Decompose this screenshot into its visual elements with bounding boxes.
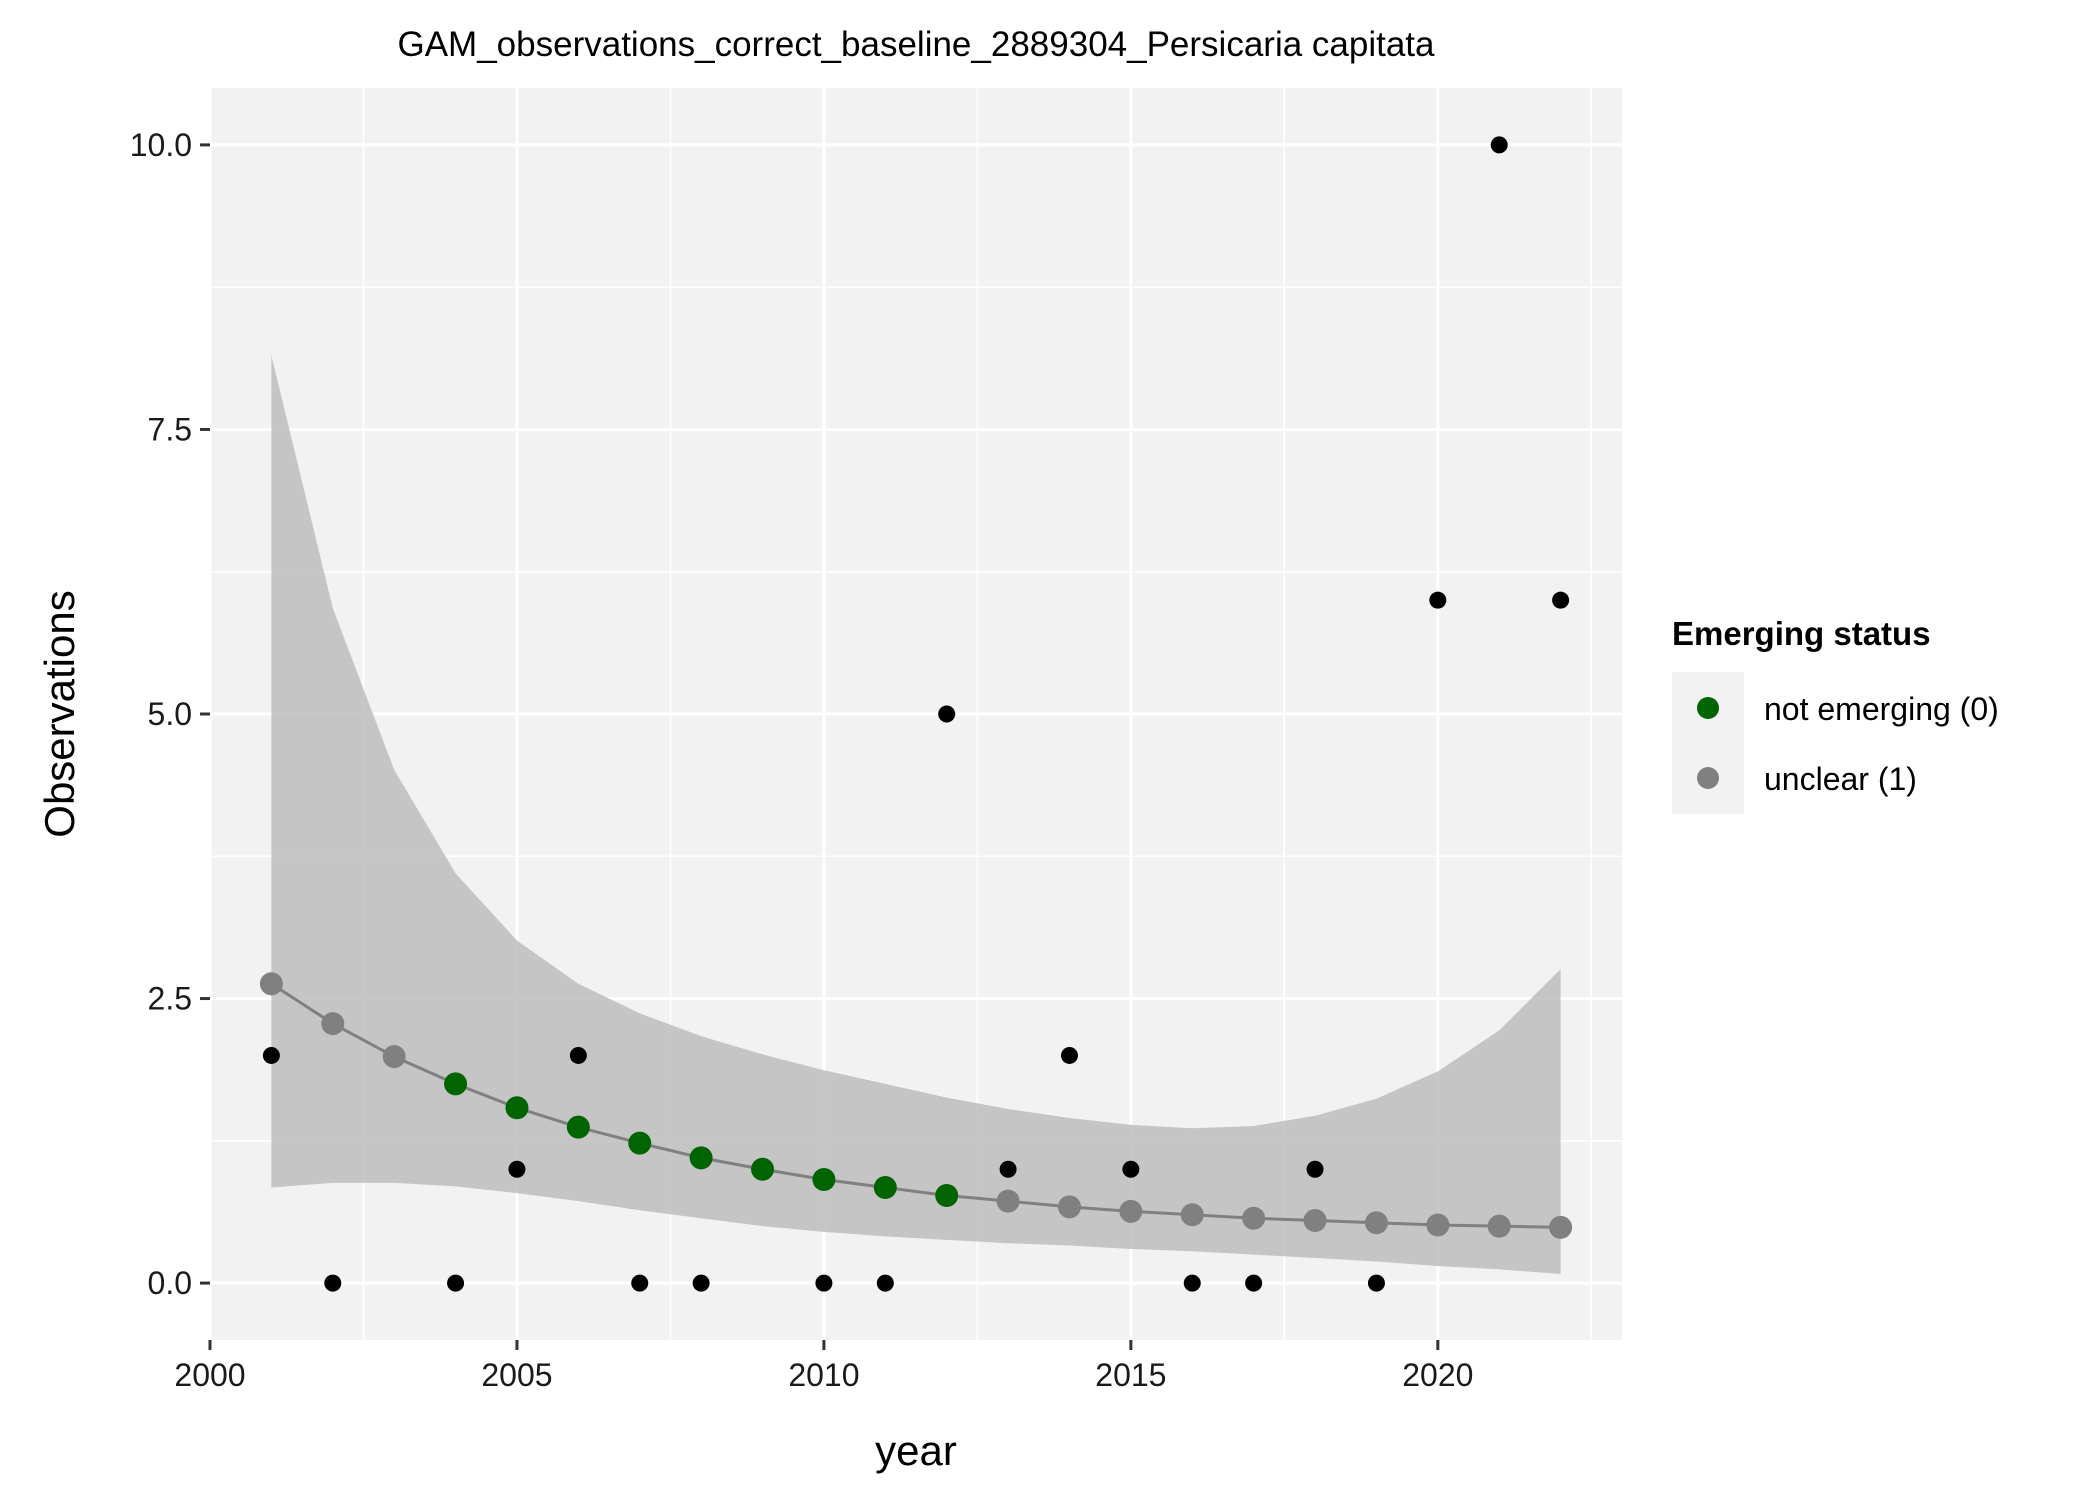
- fitted-point: [505, 1096, 529, 1120]
- fitted-point: [444, 1072, 468, 1096]
- confidence-ribbon: [271, 355, 1561, 1274]
- fitted-point: [1426, 1213, 1450, 1237]
- observed-point: [692, 1274, 710, 1292]
- fitted-point: [628, 1131, 652, 1155]
- fitted-point: [1364, 1211, 1388, 1235]
- observed-point: [1490, 136, 1508, 154]
- observed-point: [631, 1274, 649, 1292]
- legend: Emerging status not emerging (0) unclear…: [1672, 615, 1999, 814]
- observed-point: [508, 1160, 526, 1178]
- x-tick-label: 2020: [1402, 1357, 1473, 1393]
- x-axis: 2000 2005 2010 2015 2020: [174, 1340, 1473, 1393]
- fitted-point: [1119, 1199, 1143, 1223]
- legend-key-unclear: [1697, 767, 1719, 789]
- fitted-line: [270, 982, 1561, 1229]
- observed-point: [1245, 1274, 1263, 1292]
- observed-point: [938, 705, 956, 723]
- observed-points: [262, 136, 1570, 1292]
- fitted-point: [321, 1012, 345, 1036]
- observed-point: [1429, 591, 1447, 609]
- x-tick-label: 2000: [174, 1357, 245, 1393]
- observed-point: [876, 1274, 894, 1292]
- y-tick-label: 2.5: [148, 981, 192, 1017]
- fitted-point: [751, 1157, 775, 1181]
- observed-point: [999, 1160, 1017, 1178]
- fitted-point: [1180, 1203, 1204, 1227]
- chart-title: GAM_observations_correct_baseline_288930…: [397, 25, 1435, 64]
- observed-point: [815, 1274, 833, 1292]
- fitted-point: [812, 1168, 836, 1192]
- fitted-point: [689, 1146, 713, 1170]
- observed-point: [1122, 1160, 1140, 1178]
- y-tick-label: 7.5: [148, 411, 192, 447]
- y-axis: 0.0 2.5 5.0 7.5 10.0: [130, 127, 210, 1301]
- x-tick-label: 2005: [481, 1357, 552, 1393]
- observed-point: [1367, 1274, 1385, 1292]
- observed-point: [569, 1046, 587, 1064]
- fitted-point: [566, 1115, 590, 1139]
- legend-label-unclear: unclear (1): [1764, 761, 1917, 797]
- observed-point: [1183, 1274, 1201, 1292]
- fitted-point: [873, 1175, 897, 1199]
- fitted-point: [1242, 1206, 1266, 1230]
- y-axis-title: Observations: [36, 590, 83, 837]
- x-tick-label: 2010: [788, 1357, 859, 1393]
- fitted-point: [1549, 1215, 1573, 1239]
- y-tick-label: 5.0: [148, 696, 192, 732]
- legend-label-not-emerging: not emerging (0): [1764, 691, 1999, 727]
- fitted-point: [1487, 1214, 1511, 1238]
- x-tick-label: 2015: [1095, 1357, 1166, 1393]
- legend-key-background: [1672, 672, 1744, 814]
- fitted-points: [259, 972, 1573, 1239]
- fitted-point: [1057, 1195, 1081, 1219]
- y-tick-label: 10.0: [130, 127, 192, 163]
- legend-key-not-emerging: [1697, 697, 1719, 719]
- fitted-point: [1303, 1208, 1327, 1232]
- observed-point: [1552, 591, 1570, 609]
- observed-point: [1306, 1160, 1324, 1178]
- observed-point: [262, 1046, 280, 1064]
- fitted-point: [382, 1045, 406, 1069]
- fitted-point: [259, 972, 283, 996]
- fitted-point: [996, 1189, 1020, 1213]
- observed-point: [447, 1274, 465, 1292]
- observed-point: [324, 1274, 342, 1292]
- y-tick-label: 0.0: [148, 1265, 192, 1301]
- x-axis-title: year: [875, 1427, 957, 1474]
- fitted-point: [935, 1183, 959, 1207]
- legend-title: Emerging status: [1672, 615, 1931, 652]
- observed-point: [1060, 1046, 1078, 1064]
